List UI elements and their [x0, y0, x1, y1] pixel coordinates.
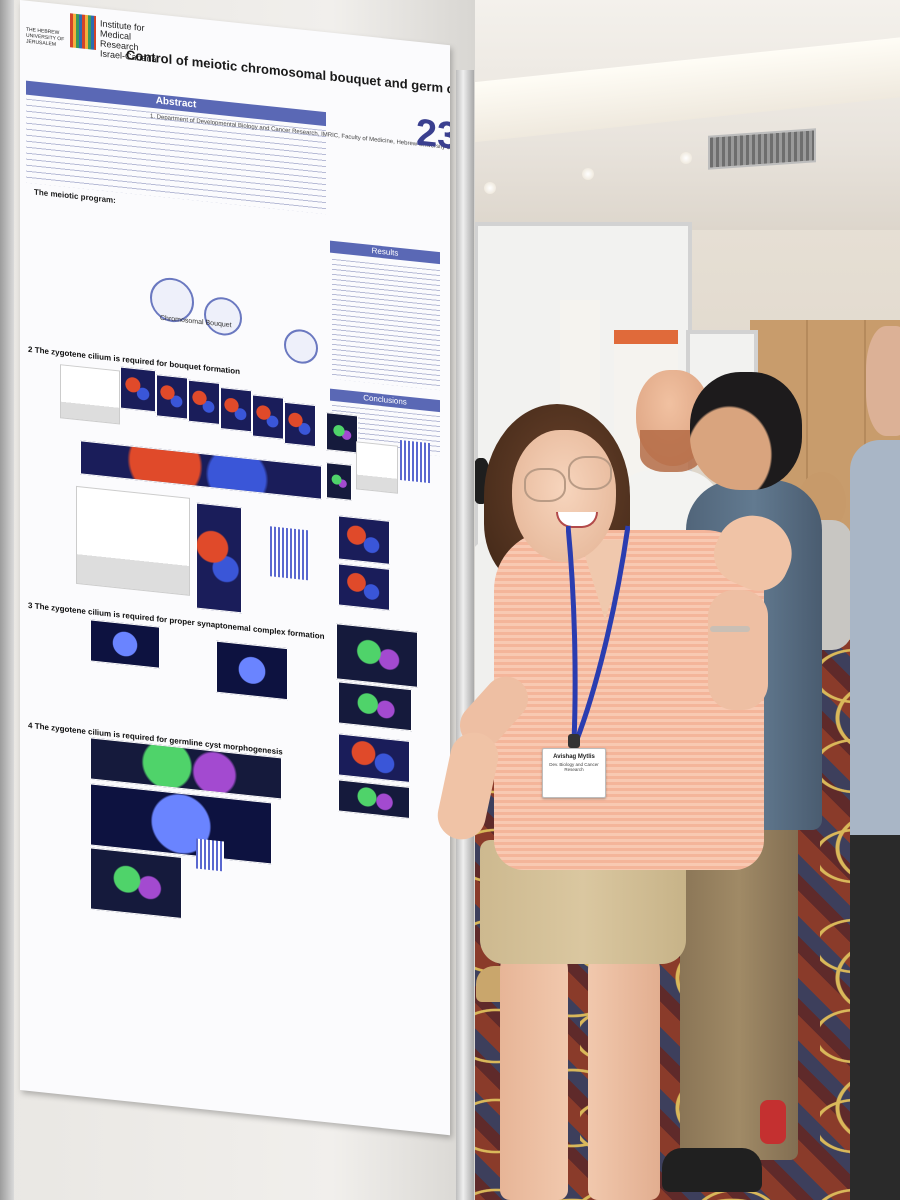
- bar-chart: [356, 441, 398, 494]
- results-text: [332, 258, 440, 391]
- badge-name: Avishag Mytlis: [553, 754, 595, 760]
- dot-plot: [60, 364, 120, 425]
- section-number: 4: [28, 720, 33, 731]
- man-shoe: [662, 1148, 762, 1192]
- microscopy-image: [252, 394, 284, 440]
- bar-chart-bars: [400, 439, 430, 484]
- lanyard: [566, 525, 630, 743]
- badge-clip: [568, 734, 580, 748]
- right-man-body: [850, 440, 900, 1200]
- cyst-diagram: [284, 327, 318, 366]
- name-badge: Avishag Mytlis Dev. Biology and Cancer R…: [542, 748, 606, 798]
- presenter-arm-right: [708, 590, 768, 710]
- microscopy-image: [338, 779, 410, 819]
- right-man-head: [866, 326, 900, 436]
- board-number: 23: [416, 111, 450, 159]
- microscopy-image: [338, 515, 390, 565]
- microscopy-image: [156, 374, 188, 420]
- institute-logo-mark: [70, 13, 96, 50]
- microscopy-image: [338, 733, 410, 783]
- poster-board-right-post: [456, 70, 474, 1200]
- glasses-lens-left: [524, 468, 566, 502]
- institute-logo: Institute for Medical Research Israel-Ca…: [26, 7, 157, 77]
- microscopy-image: [196, 502, 242, 614]
- section-3-label: 3 The zygotene cilium is required for pr…: [28, 601, 325, 641]
- microscopy-image: [188, 379, 220, 426]
- bar-chart-bars: [196, 838, 224, 872]
- research-poster: Institute for Medical Research Israel-Ca…: [20, 0, 450, 1136]
- microscopy-image: [90, 847, 182, 920]
- dot-plot: [76, 485, 190, 596]
- presenter-bracelet: [710, 626, 750, 632]
- bouquet-diagram: [204, 295, 242, 338]
- microscopy-image: [336, 623, 418, 688]
- microscopy-image: [220, 387, 252, 433]
- section-title: The zygotene cilium is required for prop…: [34, 601, 325, 642]
- microscopy-image: [338, 563, 390, 611]
- microscopy-image: [326, 412, 358, 454]
- man-head: [690, 372, 802, 490]
- bar-chart-bars: [270, 526, 310, 581]
- section-number: 3: [28, 600, 33, 611]
- poster-title: Control of meiotic chromosomal bouquet a…: [126, 47, 450, 109]
- microscopy-image: [338, 681, 412, 732]
- ceiling-downlight: [484, 182, 496, 194]
- ceiling-downlight: [582, 168, 594, 180]
- presenter-leg-left: [500, 940, 568, 1200]
- microscopy-image: [326, 462, 352, 501]
- university-logo-text: THE HEBREW UNIVERSITY OF JERUSALEM: [26, 26, 65, 48]
- microscopy-image: [90, 619, 160, 669]
- ceiling-downlight: [680, 152, 692, 164]
- glasses-lens-right: [568, 456, 612, 490]
- microscopy-image: [216, 640, 288, 701]
- poster-board-left-post: [0, 0, 14, 1200]
- microscopy-image: [284, 401, 316, 448]
- microscopy-image: [120, 366, 156, 413]
- section-number: 2: [28, 344, 33, 355]
- presenter-leg-right: [588, 940, 660, 1200]
- man-shoe-back: [760, 1100, 786, 1144]
- badge-affiliation: Dev. Biology and Cancer Research: [549, 762, 599, 772]
